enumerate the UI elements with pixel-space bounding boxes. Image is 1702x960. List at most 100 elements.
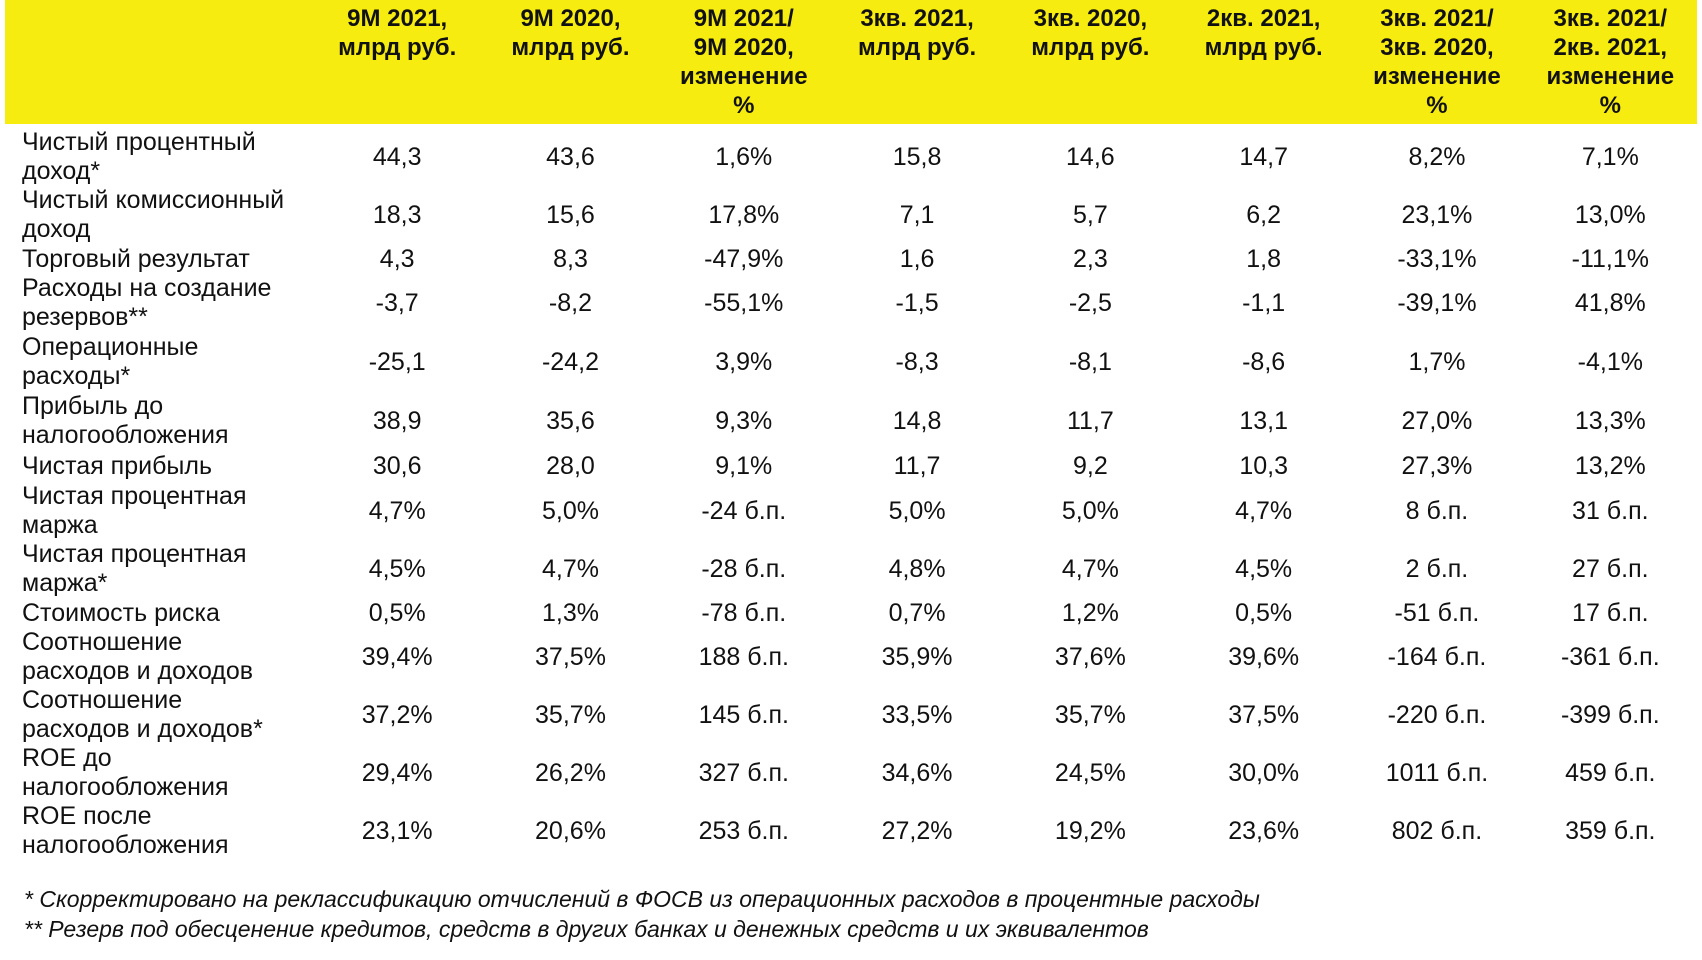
table-cell: 8,2% [1408,142,1466,171]
table-row: Расходы на создание резервов** -3,7 -8,2 -5… [5,274,1697,332]
table-cell: -164 б.п. [1387,642,1487,671]
table-cell: 14,6 [1066,142,1115,171]
table-cell: 4,7% [1061,554,1119,583]
table-cell: -399 б.п. [1560,700,1660,729]
table-cell: 38,9 [372,406,422,435]
table-cell: 4,3 [379,244,415,273]
table-row: Операционные расходы* -25,1 -24,2 3,9% -8,3 -… [5,332,1697,392]
table-cell: 11,7 [1066,406,1114,435]
table-cell: -8,6 [1242,347,1286,376]
table-cell: -28 б.п. [701,554,787,583]
table-cell: -2,5 [1068,288,1112,317]
table-cell: 31 б.п. [1572,496,1649,525]
table-cell: -8,2 [548,288,593,317]
table-cell: -39,1% [1397,288,1477,317]
table-body: Чистый процентный доход* 44,3 43,6 1,6% 15,8… [5,128,1697,860]
table-cell: 10,3 [1239,451,1288,480]
table-row: Чистый комиссионный доход 18,3 15,6 17,8% 7,… [5,186,1697,244]
header-cell: 9М 2021, млрд руб. [338,5,457,61]
table-row: ROE до налогообложения 29,4% 26,2% 327 б.п.… [5,744,1697,802]
table-cell: 37,6% [1054,642,1126,671]
table-cell: 37,2% [361,700,433,729]
header-cell: 3кв. 2021/ 3кв. 2020, изменение % [1373,5,1501,119]
table-cell: -1,1 [1242,288,1286,317]
footnote-adjusted: * Скорректировано на реклассификацию отч… [24,886,1260,912]
table-cell: -220 б.п. [1387,700,1487,729]
row-label: ROE после налогообложения [22,802,229,859]
table-cell: 35,9% [881,642,953,671]
table-cell: 7,1 [899,200,935,229]
table-cell: 15,8 [892,142,942,171]
table-cell: -78 б.п. [701,598,787,627]
table-cell: -3,7 [375,288,419,317]
table-cell: 35,6 [546,406,595,435]
table-cell: -55,1% [704,288,784,317]
table-cell: 9,2 [1072,451,1108,480]
table-cell: 5,0% [1061,496,1119,525]
table-cell: -361 б.п. [1560,642,1660,671]
table-cell: 14,7 [1239,142,1288,171]
table-cell: 27,0% [1401,406,1473,435]
table-cell: 30,6 [372,451,422,480]
table-cell: -24,2 [541,347,599,376]
footnotes: * Скорректировано на реклассификацию отч… [24,884,1260,944]
table-row: Прибыль до налогообложения 38,9 35,6 9,3% 14… [5,392,1697,450]
table-cell: -8,1 [1068,347,1112,376]
table-cell: 2 б.п. [1405,554,1469,583]
header-cell: 2кв. 2021, млрд руб. [1204,5,1323,61]
table-row: Чистая прибыль 30,6 28,0 9,1% 11,7 9,2 10,3 27,… [5,450,1697,482]
table-cell: 19,2% [1054,816,1126,845]
table-row: Чистый процентный доход* 44,3 43,6 1,6% 15,8… [5,128,1697,186]
table-cell: 459 б.п. [1565,758,1656,787]
table-cell: 1011 б.п. [1385,758,1489,787]
table-cell: 802 б.п. [1391,816,1483,845]
header-cell: 3кв. 2020, млрд руб. [1031,5,1150,61]
table-header: 9М 2021, млрд руб. 9М 2020, млрд руб. 9М 2… [5,0,1697,128]
table-cell: 33,5% [881,700,953,729]
table-cell: 26,2% [535,758,606,787]
table-cell: 39,4% [361,642,433,671]
table-cell: -47,9% [704,244,784,273]
table-cell: -8,3 [895,347,939,376]
table-cell: 35,7% [535,700,606,729]
table-cell: 24,5% [1054,758,1126,787]
table-cell: 8,3 [553,244,588,273]
table-cell: -4,1% [1577,347,1643,376]
header-cell: 9М 2020, млрд руб. [511,5,630,61]
table-cell: 29,4% [361,758,433,787]
table-cell: 1,6% [715,142,773,171]
table-cell: 327 б.п. [698,758,789,787]
table-cell: 6,2 [1246,200,1282,229]
row-label: ROE до налогообложения [22,744,229,801]
table-cell: 27 б.п. [1572,554,1649,583]
table-cell: 13,2% [1574,451,1646,480]
table-cell: 5,0% [888,496,946,525]
table-cell: 0,5% [1235,598,1293,627]
table-cell: -25,1 [368,347,426,376]
table-cell: 23,6% [1228,816,1300,845]
table-cell: 23,1% [361,816,433,845]
table-cell: 4,7% [368,496,426,525]
table-cell: 17 б.п. [1572,598,1649,627]
table-cell: 27,2% [881,816,953,845]
header-cell-label [5,0,311,128]
table-cell: 9,3% [715,406,773,435]
row-label: Чистая процентная маржа* [22,540,247,597]
row-label: Соотношение расходов и доходов [22,628,254,685]
table-cell: -51 б.п. [1394,598,1480,627]
footnote-reserves: ** Резерв под обесценение кредитов, сред… [24,916,1149,942]
table-cell: 1,6 [899,244,935,273]
table-cell: 17,8% [708,200,780,229]
table-cell: 1,3% [541,598,599,627]
table-cell: 5,0% [541,496,599,525]
header-background [5,0,1697,124]
table-cell: 15,6 [546,200,595,229]
table-cell: 0,5% [368,598,426,627]
row-label: Соотношение расходов и доходов* [22,686,263,743]
table-cell: -33,1% [1397,244,1477,273]
table-row: Чистая процентная маржа* 4,5% 4,7% -28 б.п.… [5,540,1697,598]
header-cell: 3кв. 2021/ 2кв. 2021, изменение % [1546,5,1675,119]
row-label: Чистый процентный доход* [22,128,256,185]
table-cell: 7,1% [1581,142,1639,171]
table-row: Стоимость риска 0,5% 1,3% -78 б.п. 0,7% 1,2% 0… [5,598,1697,628]
